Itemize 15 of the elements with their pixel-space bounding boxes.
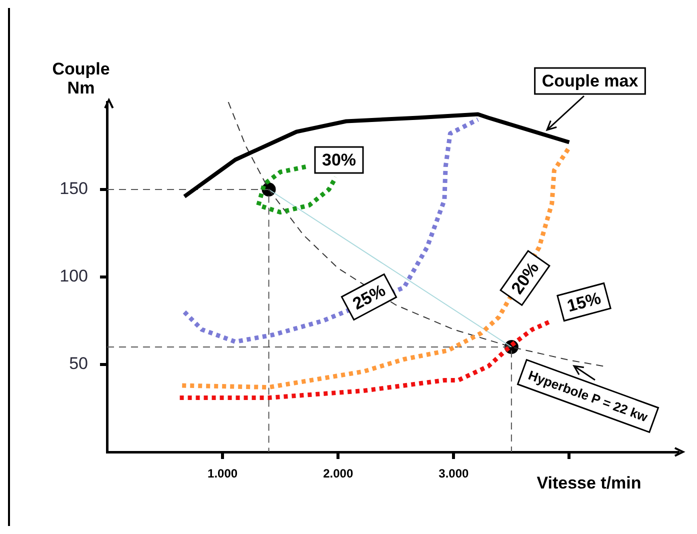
x-axis-title: Vitesse t/min (536, 474, 642, 493)
text: 15% (565, 288, 603, 316)
series-label: 30% (322, 150, 356, 170)
y-tick-label: 150 (60, 179, 88, 198)
x-tick-label: 3.000 (438, 466, 470, 481)
y-axis-title: Couple Nm (52, 60, 110, 98)
y-tick-label: 50 (69, 354, 88, 374)
y-tick-label: 100 (60, 266, 88, 286)
line-series (228, 102, 604, 367)
x-tick-label: 1.000 (208, 466, 238, 481)
text: Couple max (542, 72, 639, 91)
text: 25% (350, 280, 389, 314)
line-series (182, 117, 480, 344)
line-series (256, 164, 338, 214)
x-tick-label: 2.000 (323, 466, 354, 481)
